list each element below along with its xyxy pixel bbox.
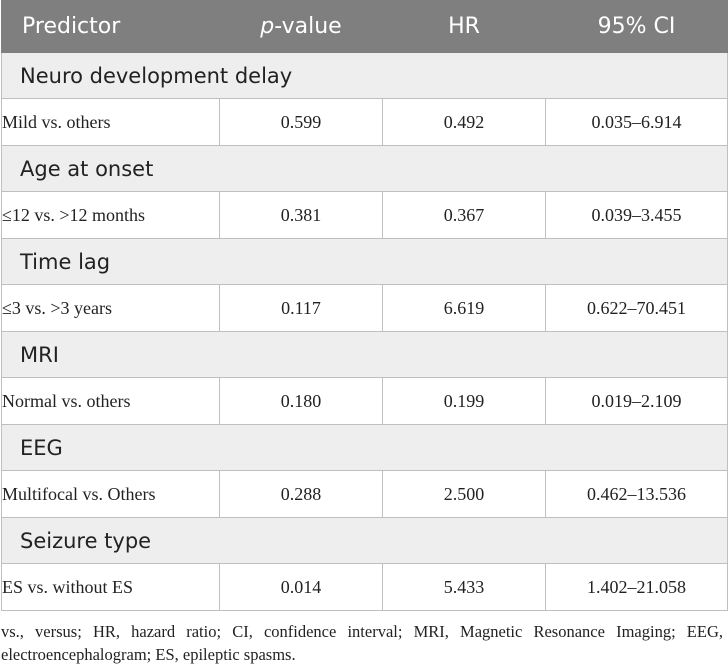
group-row: Age at onset xyxy=(1,145,728,192)
header-predictor: Predictor xyxy=(1,0,220,53)
group-title: EEG xyxy=(1,424,728,471)
cell-p-value: 0.288 xyxy=(219,470,383,518)
cell-predictor: ≤3 vs. >3 years xyxy=(1,284,220,332)
table-row: Normal vs. others 0.180 0.199 0.019–2.10… xyxy=(1,377,728,425)
cell-ci: 0.462–13.536 xyxy=(545,470,728,518)
table-row: ES vs. without ES 0.014 5.433 1.402–21.0… xyxy=(1,563,728,611)
cell-hr: 0.367 xyxy=(382,191,546,239)
cell-ci: 0.622–70.451 xyxy=(545,284,728,332)
group-title: Time lag xyxy=(1,238,728,285)
cell-hr: 5.433 xyxy=(382,563,546,611)
table-row: Multifocal vs. Others 0.288 2.500 0.462–… xyxy=(1,470,728,518)
cell-predictor: ES vs. without ES xyxy=(1,563,220,611)
table-row: Mild vs. others 0.599 0.492 0.035–6.914 xyxy=(1,98,728,146)
cell-ci: 0.019–2.109 xyxy=(545,377,728,425)
cell-p-value: 0.180 xyxy=(219,377,383,425)
cell-p-value: 0.014 xyxy=(219,563,383,611)
cell-p-value: 0.117 xyxy=(219,284,383,332)
group-row: Seizure type xyxy=(1,517,728,564)
cell-ci: 0.039–3.455 xyxy=(545,191,728,239)
cell-p-value: 0.381 xyxy=(219,191,383,239)
header-p-suffix: -value xyxy=(274,14,342,39)
table-row: ≤12 vs. >12 months 0.381 0.367 0.039–3.4… xyxy=(1,191,728,239)
cell-predictor: Multifocal vs. Others xyxy=(1,470,220,518)
cell-hr: 6.619 xyxy=(382,284,546,332)
cell-hr: 2.500 xyxy=(382,470,546,518)
group-row: Neuro development delay xyxy=(1,52,728,99)
group-row: EEG xyxy=(1,424,728,471)
cell-predictor: Mild vs. others xyxy=(1,98,220,146)
group-title: Neuro development delay xyxy=(1,52,728,99)
header-ci: 95% CI xyxy=(545,0,728,53)
cell-predictor: ≤12 vs. >12 months xyxy=(1,191,220,239)
cell-p-value: 0.599 xyxy=(219,98,383,146)
group-row: Time lag xyxy=(1,238,728,285)
cell-predictor: Normal vs. others xyxy=(1,377,220,425)
cell-hr: 0.199 xyxy=(382,377,546,425)
group-title: MRI xyxy=(1,331,728,378)
header-p-value: p-value xyxy=(219,0,383,53)
table-row: ≤3 vs. >3 years 0.117 6.619 0.622–70.451 xyxy=(1,284,728,332)
cell-hr: 0.492 xyxy=(382,98,546,146)
table-footnote: vs., versus; HR, hazard ratio; CI, confi… xyxy=(1,622,723,664)
header-p-italic: p xyxy=(260,14,275,39)
group-row: MRI xyxy=(1,331,728,378)
group-title: Age at onset xyxy=(1,145,728,192)
table-header-row: Predictor p-value HR 95% CI xyxy=(1,0,728,53)
predictor-table: Predictor p-value HR 95% CI Neuro develo… xyxy=(1,0,728,611)
header-hr: HR xyxy=(382,0,546,53)
cell-ci: 0.035–6.914 xyxy=(545,98,728,146)
cell-ci: 1.402–21.058 xyxy=(545,563,728,611)
group-title: Seizure type xyxy=(1,517,728,564)
